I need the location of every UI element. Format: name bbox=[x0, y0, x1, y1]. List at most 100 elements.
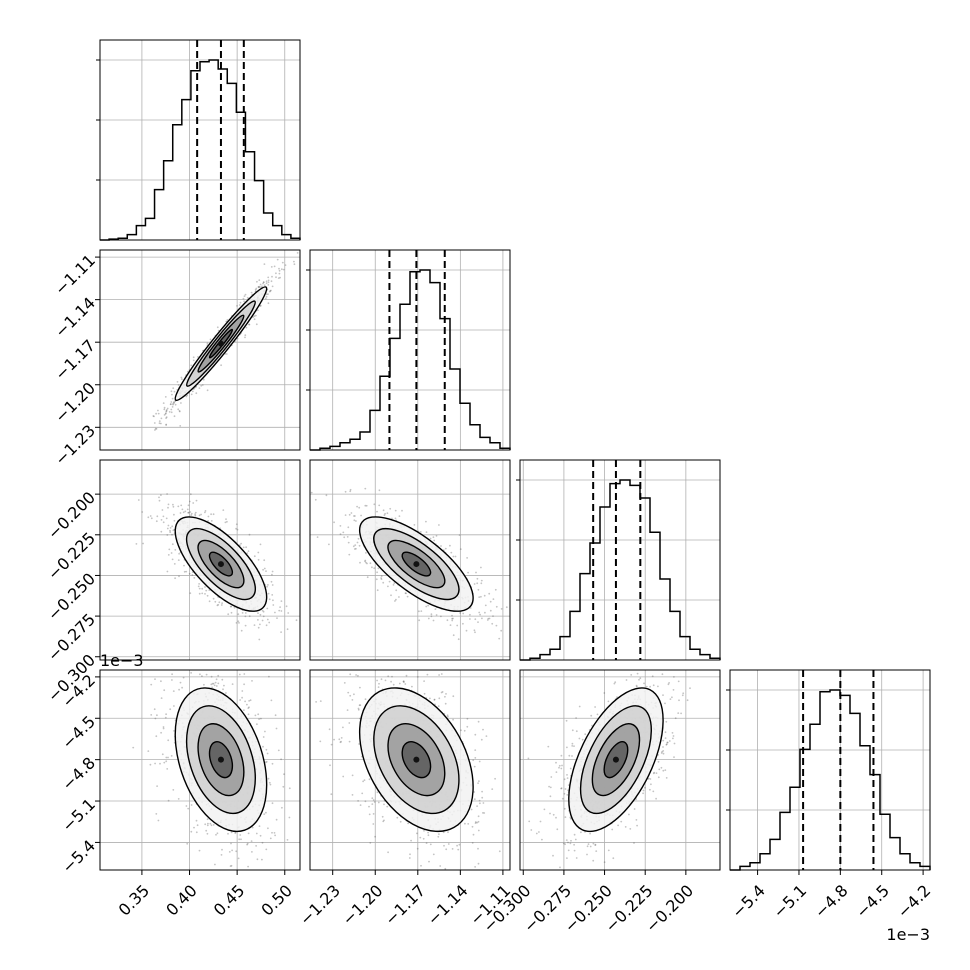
scatter-point bbox=[373, 503, 376, 506]
scatter-point bbox=[259, 623, 261, 626]
scatter-point bbox=[157, 412, 160, 415]
scatter-point bbox=[547, 745, 550, 748]
scatter-point bbox=[478, 780, 480, 782]
scatter-point bbox=[429, 697, 431, 700]
scatter-point bbox=[210, 824, 213, 827]
scatter-point bbox=[172, 387, 175, 390]
scatter-point bbox=[174, 577, 177, 580]
scatter-point bbox=[261, 619, 264, 622]
scatter-point bbox=[268, 290, 271, 293]
scatter-point bbox=[660, 766, 663, 769]
scatter-point bbox=[198, 514, 201, 517]
scatter-point bbox=[573, 833, 576, 836]
scatter-point bbox=[216, 326, 219, 329]
scatter-point bbox=[381, 815, 384, 818]
scatter-point bbox=[477, 621, 479, 623]
scatter-point bbox=[187, 511, 190, 514]
scatter-point bbox=[168, 411, 171, 413]
scatter-point bbox=[173, 519, 176, 522]
scatter-point bbox=[266, 752, 269, 755]
scatter-point bbox=[480, 582, 483, 585]
scatter-point bbox=[483, 812, 486, 814]
scatter-point bbox=[261, 858, 263, 861]
scatter-point bbox=[259, 304, 262, 307]
scatter-point bbox=[371, 803, 374, 805]
scatter-point bbox=[491, 788, 494, 790]
scatter-point bbox=[398, 682, 401, 685]
scatter-point bbox=[420, 610, 423, 612]
scatter-point bbox=[333, 738, 335, 741]
scatter-point bbox=[190, 514, 193, 516]
scatter-point bbox=[132, 746, 135, 749]
scatter-point bbox=[167, 739, 170, 742]
scatter-point bbox=[494, 777, 496, 780]
scatter-point bbox=[505, 606, 508, 609]
histogram-steps-0 bbox=[100, 59, 301, 241]
scatter-point bbox=[495, 624, 498, 627]
panel-frame bbox=[99, 249, 301, 451]
scatter-point bbox=[264, 730, 266, 733]
scatter-point bbox=[172, 529, 175, 532]
scatter-point bbox=[172, 789, 175, 791]
scatter-point bbox=[206, 389, 209, 392]
scatter-point bbox=[347, 691, 350, 694]
scatter-point bbox=[220, 364, 223, 367]
scatter-point bbox=[440, 615, 442, 618]
scatter-point bbox=[473, 629, 476, 632]
scatter-point bbox=[266, 585, 268, 588]
scatter-point bbox=[416, 832, 418, 835]
scatter-point bbox=[244, 293, 247, 296]
scatter-point bbox=[280, 600, 283, 602]
scatter-point bbox=[267, 293, 269, 295]
scatter-point bbox=[586, 845, 589, 848]
scatter-point bbox=[257, 286, 260, 289]
scatter-point bbox=[348, 513, 351, 516]
scatter-point bbox=[272, 604, 275, 606]
scatter-point bbox=[528, 820, 531, 823]
scatter-point bbox=[171, 525, 174, 528]
scatter-point bbox=[444, 695, 446, 698]
scatter-point bbox=[480, 738, 483, 741]
scatter-point bbox=[342, 531, 345, 534]
scatter-point bbox=[179, 425, 182, 427]
scatter-point bbox=[349, 490, 352, 493]
scatter-point bbox=[201, 587, 204, 590]
scatter-point bbox=[247, 713, 250, 716]
scatter-point bbox=[191, 574, 194, 576]
scatter-point bbox=[259, 613, 262, 616]
scatter-point bbox=[268, 675, 270, 678]
scatter-point bbox=[181, 686, 184, 689]
scatter-point bbox=[150, 683, 153, 686]
scatter-point bbox=[466, 717, 469, 720]
scatter-point bbox=[438, 833, 440, 835]
scatter-point bbox=[383, 803, 385, 806]
scatter-point bbox=[411, 685, 413, 688]
scatter-point bbox=[178, 410, 181, 412]
scatter-point bbox=[161, 753, 164, 756]
scatter-point bbox=[672, 689, 675, 691]
scatter-point bbox=[473, 798, 476, 801]
scatter-point bbox=[330, 793, 333, 796]
scatter-point bbox=[445, 693, 447, 695]
scatter-point bbox=[278, 269, 281, 272]
histogram-steps-1 bbox=[310, 269, 511, 451]
scatter-point bbox=[662, 746, 664, 748]
scatter-point bbox=[530, 829, 533, 831]
scatter-point bbox=[407, 822, 409, 825]
scatter-point bbox=[365, 561, 367, 564]
scatter-point bbox=[296, 252, 299, 254]
scatter-point bbox=[425, 520, 427, 523]
scatter-point bbox=[210, 513, 213, 516]
scatter-point bbox=[257, 551, 260, 554]
scatter-point bbox=[378, 489, 381, 492]
scatter-point bbox=[271, 762, 274, 765]
scatter-point bbox=[262, 281, 265, 284]
scatter-point bbox=[217, 603, 220, 606]
scatter-point bbox=[195, 392, 198, 395]
scatter-point bbox=[154, 427, 157, 430]
scatter-point bbox=[269, 290, 272, 292]
scatter-point bbox=[423, 680, 425, 682]
scatter-point bbox=[384, 679, 387, 682]
scatter-point bbox=[284, 264, 287, 266]
scatter-point bbox=[489, 609, 492, 612]
